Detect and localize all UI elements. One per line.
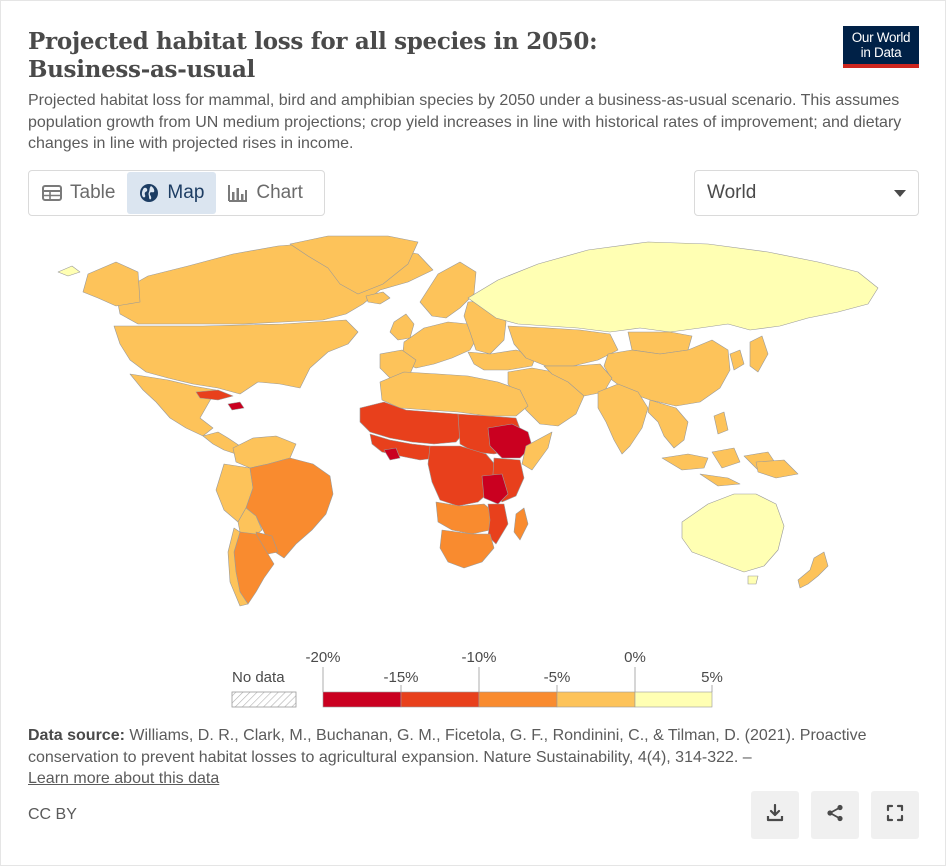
learn-more-link[interactable]: Learn more about this data bbox=[28, 770, 220, 787]
logo-line-1: Our World bbox=[851, 30, 911, 45]
map-region-chile[interactable] bbox=[227, 527, 249, 607]
tab-map-label: Map bbox=[167, 182, 205, 203]
globe-icon bbox=[139, 183, 159, 203]
map-region-usa[interactable] bbox=[113, 319, 359, 395]
license-label[interactable]: CC BY bbox=[28, 806, 77, 823]
legend-bin-5[interactable] bbox=[634, 691, 713, 708]
legend-tick-upper-1: -20% bbox=[305, 649, 340, 666]
map-region-liberia-ghana[interactable] bbox=[383, 447, 401, 461]
world-map[interactable] bbox=[28, 232, 918, 612]
tab-table-label: Table bbox=[70, 182, 116, 203]
map-region-angola-zambia[interactable] bbox=[435, 501, 497, 535]
title-line-1: Projected habitat loss for all species i… bbox=[28, 28, 598, 55]
map-region-mexico[interactable] bbox=[129, 373, 217, 437]
map-region-tanzania[interactable] bbox=[481, 473, 509, 505]
map-region-philippines[interactable] bbox=[713, 411, 729, 435]
map-region-russia[interactable] bbox=[467, 241, 879, 333]
region-select-value: World bbox=[707, 182, 757, 203]
map-legend: No data -20% -10% 0% -15% -5% 5% bbox=[226, 645, 736, 715]
map-region-uk-ireland[interactable] bbox=[389, 313, 415, 341]
download-button[interactable] bbox=[751, 791, 799, 839]
map-region-west-sahel[interactable] bbox=[359, 401, 469, 445]
map-region-india[interactable] bbox=[597, 383, 649, 455]
fullscreen-button[interactable] bbox=[871, 791, 919, 839]
page-title: Projected habitat loss for all species i… bbox=[28, 28, 728, 84]
map-region-australia[interactable] bbox=[681, 493, 785, 573]
map-region-madagascar[interactable] bbox=[513, 507, 529, 541]
legend-tick-upper-3: 0% bbox=[624, 649, 646, 666]
map-region-new-zealand[interactable] bbox=[797, 551, 829, 589]
map-region-scandinavia[interactable] bbox=[419, 261, 477, 319]
chevron-down-icon bbox=[894, 189, 906, 197]
title-line-2: Business-as-usual bbox=[28, 56, 255, 83]
map-region-southern-africa[interactable] bbox=[439, 529, 495, 569]
tab-chart[interactable]: Chart bbox=[216, 172, 314, 214]
view-tabs: Table Map Chart bbox=[28, 170, 325, 216]
map-region-mozambique[interactable] bbox=[487, 503, 509, 545]
legend-bin-2[interactable] bbox=[400, 691, 480, 708]
legend-bin-4[interactable] bbox=[556, 691, 636, 708]
map-region-north-africa[interactable] bbox=[379, 371, 529, 417]
legend-bin-3[interactable] bbox=[478, 691, 558, 708]
map-region-kazakhstan-central-asia[interactable] bbox=[507, 325, 619, 367]
map-region-alaska[interactable] bbox=[82, 261, 141, 307]
map-region-hispaniola[interactable] bbox=[227, 401, 245, 411]
data-source: Data source: Williams, D. R., Clark, M.,… bbox=[28, 725, 918, 790]
legend-tick-lower-2: -5% bbox=[544, 669, 571, 686]
legend-no-data-swatch bbox=[231, 691, 297, 708]
map-region-tasmania[interactable] bbox=[747, 575, 759, 585]
map-region-greenland[interactable] bbox=[289, 235, 419, 295]
share-icon bbox=[826, 804, 844, 827]
legend-tick-upper-2: -10% bbox=[461, 649, 496, 666]
map-region-balkans-turkey[interactable] bbox=[467, 349, 537, 371]
map-region-central-africa[interactable] bbox=[427, 445, 499, 507]
table-icon bbox=[42, 183, 62, 203]
region-select[interactable]: World bbox=[694, 170, 919, 216]
source-label: Data source: bbox=[28, 727, 125, 744]
fullscreen-icon bbox=[886, 804, 904, 827]
bar-chart-icon bbox=[228, 183, 248, 203]
map-region-cuba[interactable] bbox=[195, 389, 234, 401]
logo-accent-bar bbox=[843, 64, 919, 68]
map-region-horn-somalia[interactable] bbox=[521, 431, 553, 471]
map-region-korea-japan[interactable] bbox=[729, 335, 769, 373]
owid-logo[interactable]: Our World in Data bbox=[843, 26, 919, 68]
map-region-southeast-asia[interactable] bbox=[647, 399, 689, 449]
map-region-papua[interactable] bbox=[755, 459, 799, 479]
map-region-small-isle-nw[interactable] bbox=[57, 265, 81, 277]
map-region-indonesia[interactable] bbox=[661, 447, 777, 487]
source-text: Williams, D. R., Clark, M., Buchanan, G.… bbox=[28, 727, 867, 766]
tab-map[interactable]: Map bbox=[127, 172, 217, 214]
map-region-guinea-coast[interactable] bbox=[369, 433, 437, 461]
download-icon bbox=[766, 803, 784, 827]
logo-line-2: in Data bbox=[860, 44, 902, 60]
legend-tick-lower-3: 5% bbox=[701, 669, 723, 686]
legend-tick-lower-1: -15% bbox=[383, 669, 418, 686]
map-region-iceland[interactable] bbox=[365, 291, 391, 305]
legend-no-data-label: No data bbox=[232, 669, 285, 686]
legend-bin-1[interactable] bbox=[322, 691, 402, 708]
tab-chart-label: Chart bbox=[256, 182, 303, 203]
chart-subtitle: Projected habitat loss for mammal, bird … bbox=[28, 92, 902, 152]
tab-table[interactable]: Table bbox=[30, 172, 127, 214]
share-button[interactable] bbox=[811, 791, 859, 839]
